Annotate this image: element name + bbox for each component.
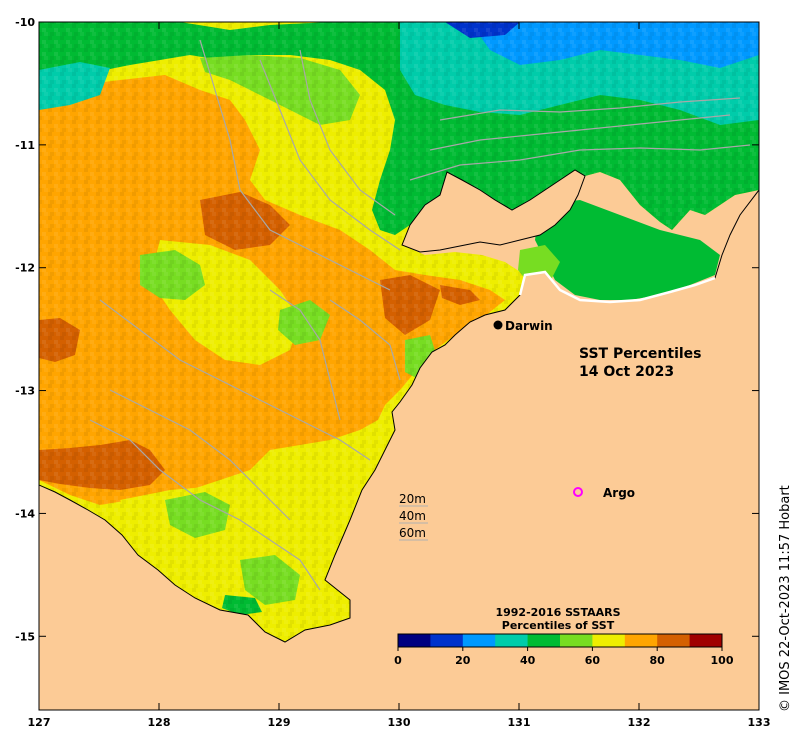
- argo-float-marker-icon: [573, 487, 583, 497]
- colorbar-title-line2: Percentiles of SST: [502, 619, 615, 632]
- depth-legend: 20m 40m 60m: [399, 492, 428, 541]
- x-tick-label: 131: [508, 716, 531, 729]
- copyright-credit: © IMOS 22-Oct-2023 11:57 Hobart: [778, 485, 793, 712]
- y-tick-label: -13: [15, 385, 35, 398]
- y-tick-label: -12: [15, 262, 35, 275]
- colorbar-title-line1: 1992-2016 SSTAARS: [495, 606, 620, 619]
- darwin-marker-icon: [493, 320, 503, 330]
- darwin-label: Darwin: [505, 319, 553, 333]
- depth-legend-20m: 20m: [399, 492, 426, 506]
- coastline-fringe: [518, 270, 716, 304]
- latitude-axis: -10 -11 -12 -13 -14 -15: [15, 16, 759, 643]
- tiwi-islands: [401, 169, 586, 253]
- x-tick-label: 132: [628, 716, 651, 729]
- map-plot-area: [39, 22, 759, 710]
- colorbar-swatch: [689, 634, 723, 647]
- colorbar-swatches: [398, 634, 723, 647]
- colorbar-swatch: [657, 634, 691, 647]
- colorbar-tick-label: 60: [585, 654, 601, 667]
- y-tick-label: -15: [15, 630, 35, 643]
- y-tick-label: -10: [15, 16, 35, 29]
- percentile-colorbar: 1992-2016 SSTAARS Percentiles of SST 0 20…: [394, 606, 734, 667]
- colorbar-frame: [397, 633, 723, 648]
- colorbar-ticks: 0 20 40 60 80 100: [394, 647, 734, 667]
- x-tick-label: 127: [28, 716, 51, 729]
- colorbar-swatch: [495, 634, 529, 647]
- colorbar-swatch: [398, 634, 431, 647]
- colorbar-swatch: [527, 634, 561, 647]
- colorbar-swatch: [430, 634, 464, 647]
- sea-green-east: [535, 200, 720, 300]
- x-tick-label: 129: [268, 716, 291, 729]
- x-tick-label: 133: [748, 716, 771, 729]
- argo-label: Argo: [603, 486, 635, 500]
- map-title-line1: SST Percentiles: [579, 346, 702, 362]
- bathymetry-contours: [89, 39, 751, 591]
- colorbar-swatch: [624, 634, 658, 647]
- colorbar-swatch: [462, 634, 496, 647]
- colorbar-swatch: [592, 634, 626, 647]
- colorbar-tick-label: 0: [394, 654, 402, 667]
- colorbar-tick-label: 40: [520, 654, 536, 667]
- sea-noise: [39, 22, 759, 642]
- y-tick-label: -14: [15, 507, 35, 520]
- colorbar-tick-label: 20: [455, 654, 471, 667]
- x-tick-label: 128: [148, 716, 171, 729]
- y-tick-label: -11: [15, 139, 35, 152]
- longitude-axis: 127 128 129 130 131 132 133: [28, 22, 771, 729]
- colorbar-swatch: [560, 634, 593, 647]
- depth-legend-40m: 40m: [399, 509, 426, 523]
- depth-legend-60m: 60m: [399, 526, 426, 540]
- colorbar-tick-label: 100: [711, 654, 734, 667]
- x-tick-label: 130: [388, 716, 411, 729]
- colorbar-tick-label: 80: [650, 654, 666, 667]
- sst-field: [39, 22, 759, 642]
- map-title-line2: 14 Oct 2023: [579, 364, 674, 380]
